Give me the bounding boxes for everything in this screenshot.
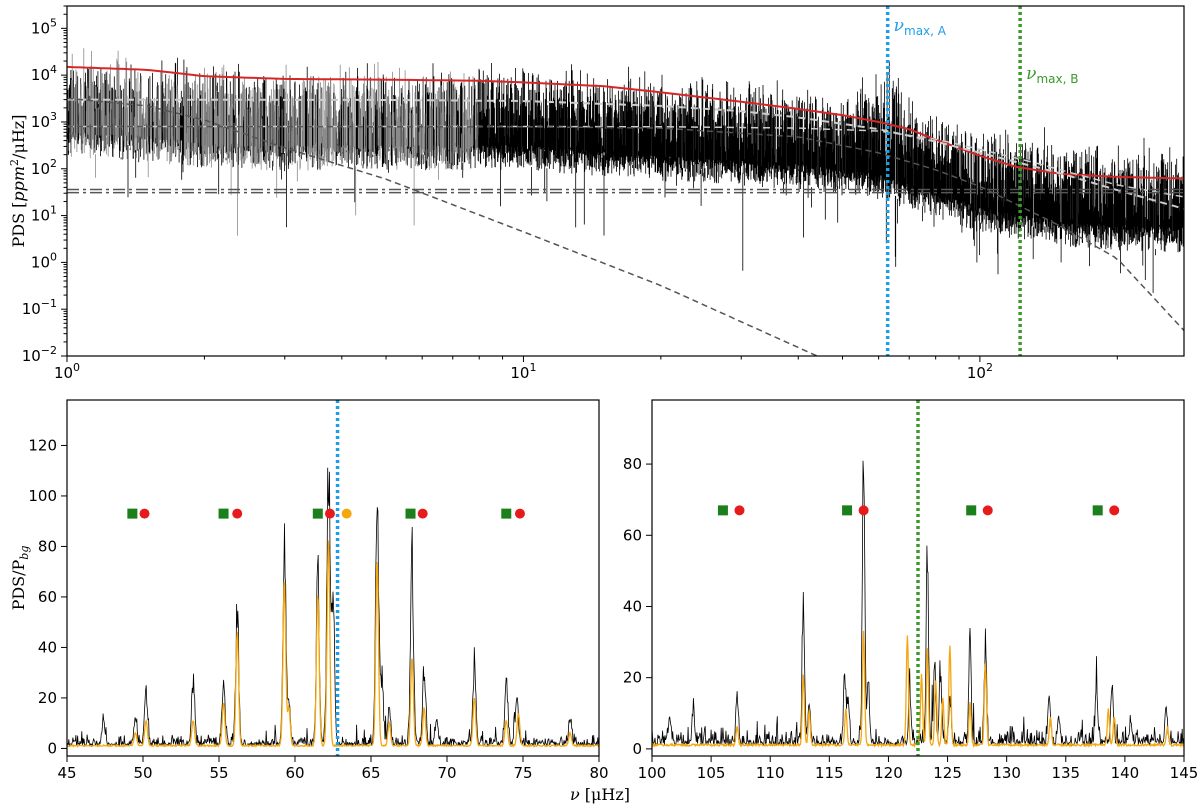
bottom-left-x-tick-label: 50 bbox=[133, 764, 152, 782]
bottom-left-marker-square bbox=[501, 508, 512, 519]
bottom-right-axes-frame bbox=[651, 399, 1185, 757]
bottom-left-ticks: 45 50 55 60 65 70 75 80 0 20 40 60 80 100 120 bbox=[28, 436, 608, 782]
bottom-right-x-tick-label: 115 bbox=[815, 764, 844, 782]
bottom-right-marker-square bbox=[842, 505, 853, 516]
top-y-tick-label: 103 bbox=[31, 110, 57, 131]
bottom-left-marker-circle bbox=[341, 508, 352, 519]
bottom-x-axis-label: ν [μHz] bbox=[570, 785, 630, 804]
bottom-right-x-tick-label: 110 bbox=[756, 764, 785, 782]
top-y-tick-label: 104 bbox=[31, 63, 57, 84]
bottom-left-spectrum-line bbox=[67, 467, 599, 748]
bottom-left-x-tick-label: 75 bbox=[513, 764, 532, 782]
top-y-tick-label: 100 bbox=[31, 250, 57, 271]
bottom-left-y-tick-label: 40 bbox=[38, 638, 57, 656]
granulation-component-2-line bbox=[67, 125, 1184, 198]
numax-a-label: νmax, A bbox=[894, 16, 947, 38]
bottom-right-x-tick-label: 140 bbox=[1111, 764, 1140, 782]
raw-spectrum-light bbox=[67, 48, 479, 236]
bottom-right-x-tick-label: 105 bbox=[697, 764, 726, 782]
bottom-right-marker-square bbox=[966, 505, 977, 516]
bottom-left-axes-frame bbox=[66, 399, 600, 757]
top-y-tick-label: 105 bbox=[31, 16, 57, 37]
bottom-right-marker-circle bbox=[1109, 505, 1120, 516]
bottom-right-panel: 100 105 110 115 120 125 130 135 140 145 0 20 40 60 80 bbox=[623, 399, 1198, 782]
steep-component-line bbox=[67, 125, 1184, 332]
bottom-y-axis-label: PDS/Pbg bbox=[9, 546, 31, 611]
bottom-left-marker-square bbox=[312, 508, 323, 519]
bottom-left-smoothed-line bbox=[67, 540, 599, 749]
bottom-left-x-tick-label: 45 bbox=[57, 764, 76, 782]
raw-spectrum-dark bbox=[67, 57, 1184, 293]
top-ticks: 100 101 102 10−2 10−1 100 101 102 103 104 105 bbox=[22, 5, 1118, 382]
bottom-left-panel: 45 50 55 60 65 70 75 80 0 20 40 60 80 100 120 PDS/Pbg bbox=[9, 399, 609, 782]
bottom-right-x-tick-label: 145 bbox=[1170, 764, 1199, 782]
bottom-left-x-tick-label: 55 bbox=[209, 764, 228, 782]
top-y-tick-label: 102 bbox=[31, 157, 57, 178]
bottom-left-x-tick-label: 70 bbox=[437, 764, 456, 782]
bottom-left-marker-circle bbox=[417, 508, 428, 519]
bottom-left-marker-square bbox=[218, 508, 229, 519]
bottom-left-x-tick-label: 60 bbox=[285, 764, 304, 782]
background-fit-line bbox=[67, 65, 1184, 180]
bottom-right-y-tick-label: 0 bbox=[632, 740, 642, 758]
low-frequency-component-line bbox=[67, 97, 818, 356]
bottom-left-x-tick-label: 80 bbox=[589, 764, 608, 782]
bottom-left-marker-square bbox=[127, 508, 138, 519]
top-x-tick-label: 100 bbox=[54, 361, 80, 382]
bottom-left-y-tick-label: 100 bbox=[28, 487, 57, 505]
bottom-right-x-tick-label: 130 bbox=[992, 764, 1021, 782]
bottom-right-y-tick-label: 80 bbox=[623, 455, 642, 473]
bottom-right-ticks: 100 105 110 115 120 125 130 135 140 145 0 20 40 60 80 bbox=[623, 455, 1198, 782]
granulation-component-1-line bbox=[67, 98, 1184, 210]
numax-b-label: νmax, B bbox=[1026, 64, 1078, 86]
bottom-left-marker-square bbox=[405, 508, 416, 519]
bottom-right-x-tick-label: 125 bbox=[933, 764, 962, 782]
bottom-left-y-tick-label: 120 bbox=[28, 436, 57, 454]
bottom-left-y-tick-label: 60 bbox=[38, 588, 57, 606]
bottom-right-plot-area bbox=[652, 400, 1184, 756]
bottom-left-marker-circle bbox=[232, 508, 243, 519]
bottom-right-y-tick-label: 40 bbox=[623, 597, 642, 615]
bottom-right-marker-circle bbox=[982, 505, 993, 516]
bottom-left-marker-circle bbox=[139, 508, 150, 519]
bottom-right-marker-square bbox=[1092, 505, 1103, 516]
bottom-left-y-tick-label: 0 bbox=[47, 739, 57, 757]
bottom-left-marker-circle bbox=[324, 508, 335, 519]
bottom-right-x-tick-label: 120 bbox=[874, 764, 903, 782]
top-power-spectrum-panel: 100 101 102 10−2 10−1 100 101 102 103 104 105 νmax… bbox=[8, 5, 1185, 382]
bottom-left-plot-area bbox=[67, 400, 599, 756]
bottom-right-marker-square bbox=[717, 505, 728, 516]
top-y-tick-label: 10−2 bbox=[22, 344, 57, 365]
bottom-right-y-tick-label: 60 bbox=[623, 526, 642, 544]
bottom-right-marker-circle bbox=[858, 505, 869, 516]
bottom-left-y-tick-label: 20 bbox=[38, 689, 57, 707]
top-plot-area bbox=[67, 6, 1184, 356]
top-y-tick-label: 10−1 bbox=[22, 297, 57, 318]
top-x-tick-label: 102 bbox=[967, 361, 993, 382]
top-vline-labels: νmax, A νmax, B bbox=[894, 16, 1079, 86]
bottom-right-x-tick-label: 135 bbox=[1051, 764, 1080, 782]
top-x-tick-label: 101 bbox=[510, 361, 536, 382]
bottom-right-y-tick-label: 20 bbox=[623, 669, 642, 687]
top-y-axis-label: PDS [ppm2/μHz] bbox=[8, 115, 28, 248]
bottom-left-x-tick-label: 65 bbox=[361, 764, 380, 782]
top-axes-frame bbox=[66, 5, 1185, 357]
top-y-tick-label: 101 bbox=[31, 204, 57, 225]
bottom-right-x-tick-label: 100 bbox=[638, 764, 667, 782]
bottom-left-y-tick-label: 80 bbox=[38, 537, 57, 555]
bottom-right-marker-circle bbox=[734, 505, 745, 516]
bottom-left-marker-circle bbox=[514, 508, 525, 519]
